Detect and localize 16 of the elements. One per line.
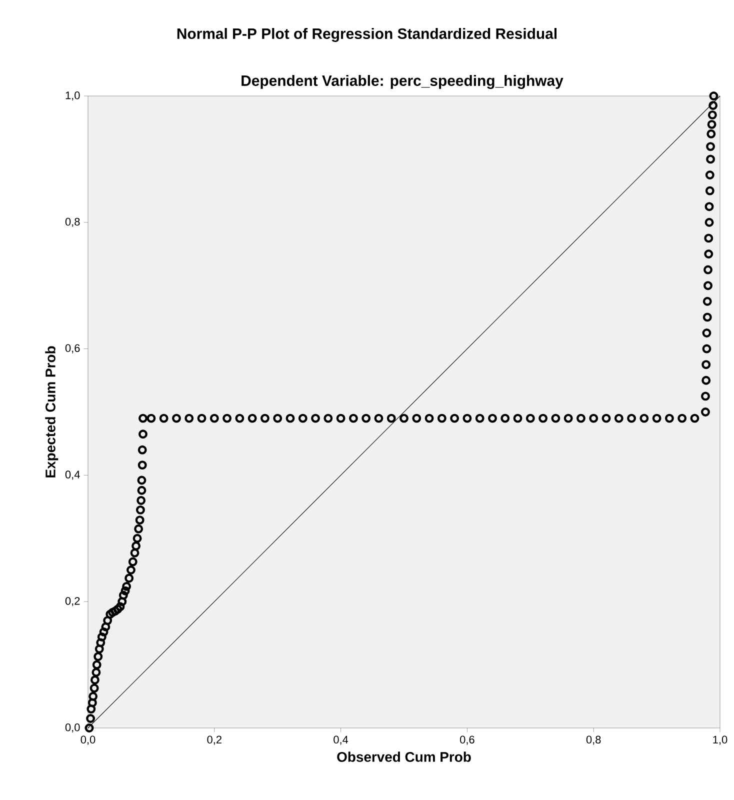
x-tick-label: 0,8 bbox=[586, 736, 601, 745]
y-tick-label: 0,6 bbox=[65, 344, 80, 354]
y-tick-label: 0,4 bbox=[65, 470, 80, 480]
y-axis-title: Expected Cum Prob bbox=[45, 346, 58, 478]
chart-title: Normal P-P Plot of Regression Standardized Residual bbox=[177, 28, 556, 42]
y-tick-label: 0,8 bbox=[65, 218, 80, 227]
y-tick-label: 0,0 bbox=[65, 723, 80, 733]
x-tick-label: 0,6 bbox=[460, 736, 474, 745]
y-tick-label: 1,0 bbox=[66, 91, 80, 101]
x-tick-label: 1,0 bbox=[713, 736, 728, 745]
chart-subtitle: Dependent Variable: perc_speeding_highway bbox=[242, 75, 564, 89]
x-tick-label: 0,0 bbox=[80, 736, 96, 745]
y-tick-label: 0,2 bbox=[65, 597, 80, 606]
x-tick-label: 0,2 bbox=[207, 736, 222, 745]
x-tick-label: 0,4 bbox=[334, 736, 348, 745]
x-axis-title: Observed Cum Prob bbox=[337, 752, 471, 762]
